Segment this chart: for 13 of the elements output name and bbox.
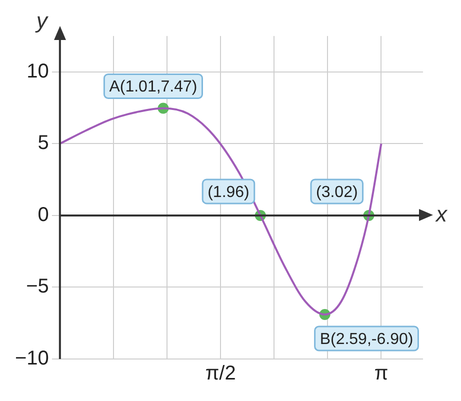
annotation: A(1.01,7.47) [109, 78, 198, 96]
y-tick-label: 10 [26, 60, 49, 82]
y-tick-label: −10 [14, 348, 49, 370]
x-tick-label: π [374, 362, 388, 385]
y-axis-title: y [34, 8, 50, 34]
y-tick-label: −5 [26, 276, 49, 298]
y-tick-label: 5 [38, 132, 49, 154]
y-tick-label: 0 [38, 204, 49, 226]
annotation: B(2.59,-6.90) [320, 330, 414, 348]
annotation: (3.02) [316, 184, 358, 201]
x-axis-title: x [435, 202, 448, 227]
annotation: (1.96) [208, 184, 250, 201]
x-tick-label: π/2 [205, 362, 236, 385]
